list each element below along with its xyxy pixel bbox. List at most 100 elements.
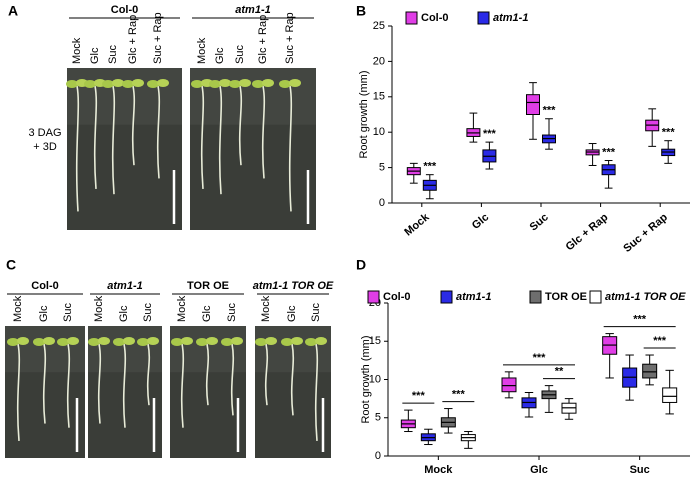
cotyledon [147, 337, 159, 345]
panel-letter: D [356, 257, 366, 273]
group-title: Col-0 [31, 280, 59, 292]
box [662, 387, 678, 403]
box [642, 363, 658, 379]
cotyledon [17, 337, 29, 345]
cotyledon [252, 80, 264, 88]
lane-label: Suc [234, 45, 246, 64]
cotyledon [181, 337, 193, 345]
cotyledon [98, 337, 110, 345]
y-tick-label: 5 [379, 162, 385, 174]
x-tick-label: Glc + Rap [564, 211, 611, 253]
x-tick-label: Suc [630, 464, 650, 476]
legend-swatch [477, 11, 490, 25]
cotyledon [102, 80, 114, 88]
significance: *** [483, 128, 497, 140]
seedling-root [42, 343, 47, 424]
cotyledon [112, 79, 124, 87]
legend-label: atm1-1 [493, 12, 528, 24]
lane-label: Glc + Rap [127, 15, 139, 64]
cotyledon [206, 337, 218, 345]
x-tick-label: Suc [528, 211, 551, 233]
cotyledon [315, 337, 327, 345]
photo-sheen [190, 68, 316, 125]
cotyledon [43, 337, 55, 345]
cotyledon [219, 79, 231, 87]
significance: *** [602, 146, 616, 158]
y-tick-label: 15 [373, 91, 385, 103]
cotyledon [123, 337, 135, 345]
legend-label: Col-0 [383, 291, 411, 303]
cotyledon [231, 337, 243, 345]
lane-label: Suc [142, 303, 154, 322]
bracket-label: *** [412, 390, 426, 402]
lane-label: Glc [201, 305, 213, 322]
seedling-root [218, 85, 223, 195]
cotyledon [229, 80, 241, 88]
cotyledon [279, 80, 291, 88]
lane-label: Glc [118, 305, 130, 322]
seedling-root [205, 343, 210, 406]
cotyledon [305, 338, 317, 346]
seedling-root [261, 85, 266, 179]
y-tick-label: 10 [373, 126, 385, 138]
lane-label: Suc [226, 303, 238, 322]
legend-swatch [405, 11, 418, 25]
x-tick-label: Suc + Rap [621, 211, 670, 255]
y-tick-label: 0 [375, 450, 381, 462]
y-tick-label: 15 [369, 335, 381, 347]
group-title: atm1-1 [107, 280, 142, 292]
seedling-root [75, 85, 80, 212]
group-title: atm1-1 TOR OE [253, 280, 334, 292]
cotyledon [239, 79, 251, 87]
cotyledon [255, 338, 267, 346]
x-tick-label: Glc [530, 464, 548, 476]
lane-label: Mock [93, 295, 105, 322]
cotyledon [67, 337, 79, 345]
panel-letter: B [356, 3, 366, 19]
cotyledon [113, 338, 125, 346]
lane-label: Glc [214, 47, 226, 64]
group-title: atm1-1 [235, 4, 270, 16]
seedling-root [264, 343, 269, 406]
lane-label: Glc [38, 305, 50, 322]
seedling-root [180, 343, 185, 428]
lane-label: Suc [62, 303, 74, 322]
legend-swatch [529, 290, 542, 304]
legend-label: Col-0 [421, 12, 449, 24]
x-tick-label: Mock [402, 211, 432, 239]
lane-label: Glc + Rap [257, 15, 269, 64]
lane-label: Glc [286, 305, 298, 322]
significance: *** [543, 105, 557, 117]
cotyledon [147, 80, 159, 88]
cotyledon [265, 337, 277, 345]
bracket-label: ** [555, 366, 564, 378]
bracket-label: *** [533, 352, 547, 364]
y-tick-label: 0 [379, 197, 385, 209]
panel-letter: C [6, 257, 16, 273]
cotyledon [209, 80, 221, 88]
seedling-root [111, 85, 116, 195]
bracket-label: *** [452, 388, 466, 400]
seedling-root [66, 343, 71, 428]
lane-label: Glc [89, 47, 101, 64]
photo-note: 3 DAG [28, 127, 61, 139]
group-title: Col-0 [111, 4, 139, 16]
y-tick-label: 25 [373, 20, 385, 32]
lane-label: Suc + Rap [152, 12, 164, 64]
seedling-root [122, 343, 127, 428]
cotyledon [281, 338, 293, 346]
seedling-root [131, 85, 136, 166]
lane-label: Suc [310, 303, 322, 322]
seedling-root [93, 85, 98, 190]
y-tick-label: 20 [373, 55, 385, 67]
cotyledon [33, 338, 45, 346]
group-title: TOR OE [187, 280, 229, 292]
lane-label: Mock [71, 37, 83, 64]
x-tick-label: Glc [470, 211, 491, 232]
box [526, 94, 540, 116]
seedling-root [16, 343, 21, 441]
cotyledon [132, 79, 144, 87]
photo-note: + 3D [33, 141, 57, 153]
seedling-root [230, 343, 235, 416]
y-axis-title: Root growth (mm) [360, 335, 372, 423]
